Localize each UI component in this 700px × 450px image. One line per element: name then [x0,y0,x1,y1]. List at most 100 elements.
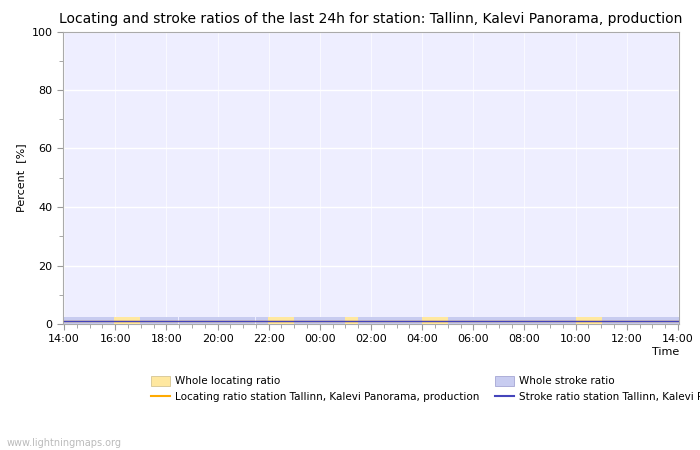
Bar [281,317,284,324]
Bar [399,317,401,324]
Bar [514,317,517,324]
Bar [234,317,236,324]
Bar [356,317,358,324]
Bar [97,317,99,324]
Bar [382,317,384,324]
Bar [127,317,130,324]
Bar [258,317,260,324]
Bar [438,317,440,324]
Bar [519,317,521,324]
Bar [247,317,249,324]
Bar [209,317,211,324]
Bar [407,317,410,324]
Bar [347,317,349,324]
Bar [130,317,132,324]
Bar [521,317,523,324]
Bar [328,317,330,324]
Bar [266,317,268,324]
Bar [132,317,134,324]
Bar [102,317,104,324]
Bar [478,317,480,324]
Bar [555,317,557,324]
Bar [118,317,120,324]
Bar [136,317,138,324]
Bar [63,317,65,324]
Bar [645,317,647,324]
Bar [204,317,206,324]
Bar [118,317,120,324]
Bar [369,317,371,324]
Bar [428,317,431,324]
Bar [446,317,448,324]
Bar [440,317,442,324]
Text: www.lightningmaps.org: www.lightningmaps.org [7,438,122,448]
Bar [148,317,150,324]
Bar [284,317,286,324]
Bar [486,317,489,324]
Bar [673,317,675,324]
Bar [120,317,123,324]
Bar [497,317,499,324]
Bar [606,317,608,324]
Bar [463,317,465,324]
Bar [468,317,470,324]
Bar [294,317,296,324]
Bar [474,317,476,324]
Bar [373,317,375,324]
Bar [664,317,666,324]
Bar [274,317,277,324]
Bar [292,317,294,324]
Bar [168,317,170,324]
Bar [533,317,536,324]
Bar [181,317,183,324]
Bar [185,317,187,324]
Bar [655,317,657,324]
Bar [277,317,279,324]
Bar [341,317,343,324]
Bar [495,317,497,324]
Bar [356,317,358,324]
Bar [662,317,664,324]
Bar [172,317,174,324]
Bar [138,317,140,324]
Bar [604,317,606,324]
Bar [659,317,662,324]
Bar [643,317,645,324]
Bar [470,317,472,324]
Legend: Whole locating ratio, Locating ratio station Tallinn, Kalevi Panorama, productio: Whole locating ratio, Locating ratio sta… [148,373,700,405]
Bar [582,317,585,324]
Bar [638,317,640,324]
Y-axis label: Percent  [%]: Percent [%] [16,144,26,212]
Bar [587,317,589,324]
Bar [619,317,622,324]
Bar [576,317,578,324]
Bar [116,317,118,324]
Bar [108,317,110,324]
Bar [624,317,626,324]
Bar [388,317,391,324]
Bar [594,317,596,324]
Bar [284,317,286,324]
Bar [217,317,219,324]
Bar [71,317,74,324]
Bar [67,317,69,324]
Bar [424,317,426,324]
Bar [304,317,307,324]
Bar [170,317,172,324]
Bar [349,317,352,324]
Bar [251,317,253,324]
Bar [602,317,604,324]
Bar [138,317,140,324]
Bar [476,317,478,324]
Bar [339,317,341,324]
Bar [435,317,438,324]
Bar [286,317,288,324]
Bar [354,317,356,324]
Bar [542,317,545,324]
Bar [422,317,424,324]
Bar [461,317,463,324]
Bar [677,317,679,324]
Bar [433,317,435,324]
Bar [262,317,264,324]
Bar [174,317,176,324]
